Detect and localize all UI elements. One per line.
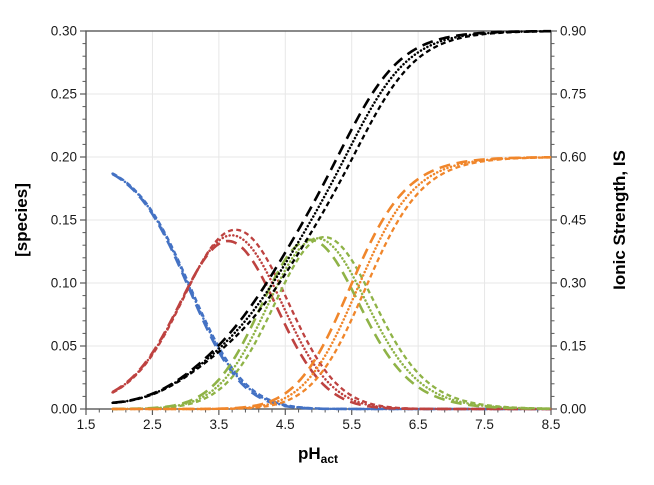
x-tick-label: 8.5 [542,417,561,432]
x-tick-label: 5.5 [342,417,361,432]
y-axis-title-right: Ionic Strength, IS [610,150,629,290]
y-left-tick-label: 0.10 [51,276,77,291]
y-left-tick-label: 0.15 [51,213,77,228]
series-blue-short-dash [112,172,551,411]
y-left-tick-label: 0.30 [51,24,77,39]
x-tick-label: 3.5 [209,417,228,432]
x-axis-title-base: pH [297,443,321,463]
y-left-tick-label: 0.25 [51,87,77,102]
series-blue-long-dash [111,172,551,411]
x-tick-label: 4.5 [276,417,295,432]
series-red-short-dash [112,228,551,411]
series-black-long-dash [112,29,552,405]
x-tick-label: 7.5 [475,417,494,432]
series-black-short-dash [112,30,552,405]
y-left-tick-label: 0.00 [51,402,77,417]
y-right-tick-label: 0.45 [560,213,586,228]
x-tick-label: 6.5 [409,417,428,432]
series-black-dotted [111,29,553,405]
y-right-tick-label: 0.15 [560,339,586,354]
y-right-tick-label: 0.90 [560,24,586,39]
series-blue-dotted [111,172,553,411]
y-right-tick-label: 0.00 [560,402,586,417]
y-axis-title-left: [species] [12,183,31,257]
y-left-tick-label: 0.20 [51,150,77,165]
x-axis-title-sub: act [320,452,339,467]
x-tick-label: 1.5 [77,417,96,432]
x-axis-title: pHact [298,444,338,466]
series-green-dotted [111,237,553,411]
series-orange-short-dash [112,156,552,411]
x-tick-label: 2.5 [143,417,162,432]
series-orange-dotted [111,156,553,411]
y-right-tick-label: 0.30 [560,276,586,291]
y-right-tick-label: 0.60 [560,150,586,165]
y-right-tick-label: 0.75 [560,87,586,102]
y-left-tick-label: 0.05 [51,339,77,354]
